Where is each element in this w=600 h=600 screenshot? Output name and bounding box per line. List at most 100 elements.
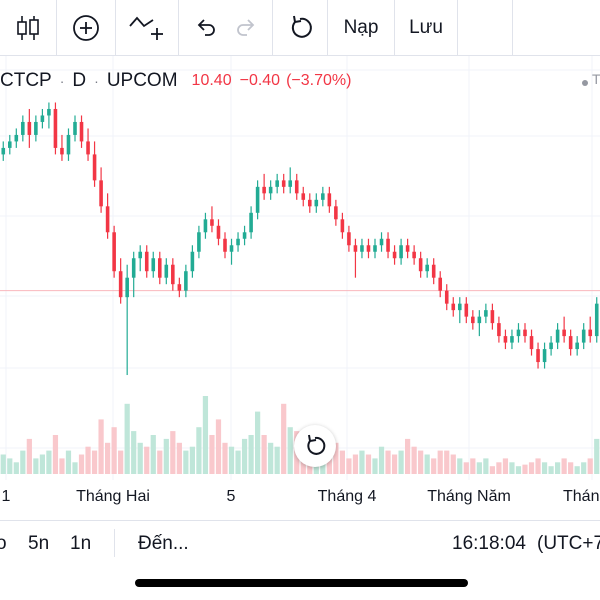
range-5y-button[interactable]: 5n bbox=[28, 533, 50, 554]
load-layout-button[interactable]: Nạp bbox=[328, 0, 394, 56]
candle-body bbox=[353, 245, 358, 252]
chart-pane[interactable] bbox=[0, 56, 600, 480]
candle-body bbox=[255, 186, 260, 213]
volume-bar bbox=[189, 446, 195, 474]
volume-bar bbox=[522, 464, 528, 474]
candle-body bbox=[47, 108, 51, 116]
volume-bar bbox=[587, 458, 593, 474]
market-status-dot bbox=[582, 80, 588, 86]
volume-bar bbox=[157, 450, 163, 474]
interval-label[interactable]: D bbox=[72, 70, 87, 91]
volume-bar bbox=[241, 438, 248, 474]
volume-bar bbox=[202, 396, 209, 474]
candle-body bbox=[516, 329, 521, 337]
redo-button[interactable] bbox=[226, 0, 266, 56]
reload-button[interactable] bbox=[273, 0, 327, 56]
candle-body bbox=[151, 258, 156, 272]
candle-body bbox=[14, 134, 19, 142]
candlestick-icon bbox=[17, 16, 39, 40]
volume-bar bbox=[385, 450, 391, 474]
candle-body bbox=[327, 193, 332, 207]
volume-bar bbox=[405, 438, 411, 474]
undo-button[interactable] bbox=[186, 0, 226, 56]
candle-body bbox=[379, 238, 384, 246]
bottom-toolbar: o 5n 1n Đến... 16:18:04 (UTC+7 bbox=[0, 520, 600, 564]
reset-chart-icon bbox=[307, 434, 326, 455]
candle-body bbox=[542, 349, 547, 363]
volume-bar bbox=[196, 427, 202, 474]
candle-body bbox=[144, 251, 149, 272]
volume-bar bbox=[170, 431, 176, 474]
volume-bar bbox=[20, 450, 26, 474]
reset-chart-button[interactable] bbox=[294, 425, 336, 467]
volume-bar bbox=[26, 438, 32, 474]
candle-body bbox=[581, 329, 586, 343]
symbol-name[interactable]: CTCP bbox=[0, 70, 52, 91]
volume-bar bbox=[450, 454, 456, 474]
volume-bar bbox=[372, 458, 378, 474]
candle-body bbox=[366, 245, 371, 252]
candle-body bbox=[21, 121, 25, 135]
price-chart[interactable] bbox=[0, 56, 600, 480]
volume-bar bbox=[437, 450, 443, 474]
candle-body bbox=[125, 277, 129, 298]
volume-bar bbox=[7, 458, 13, 474]
candle-body bbox=[268, 186, 273, 194]
candle-body bbox=[373, 245, 377, 252]
clock-time: 16:18:04 bbox=[452, 533, 526, 554]
range-1y-button[interactable]: 1n bbox=[70, 533, 92, 554]
add-button[interactable] bbox=[57, 0, 115, 56]
candle-body bbox=[594, 303, 599, 337]
volume-bar bbox=[287, 427, 293, 474]
last-price: 10.40 bbox=[191, 72, 232, 89]
candle-body bbox=[444, 290, 449, 304]
volume-bar bbox=[424, 454, 430, 474]
goto-date-button[interactable]: Đến... bbox=[138, 533, 189, 554]
candle-body bbox=[27, 121, 32, 135]
volume-bar bbox=[261, 435, 267, 474]
candle-body bbox=[549, 342, 553, 350]
save-layout-button[interactable]: Lưu bbox=[395, 0, 457, 56]
volume-bar bbox=[528, 462, 535, 474]
candle-body bbox=[249, 212, 253, 233]
candle-body bbox=[418, 258, 423, 272]
volume-bar bbox=[378, 446, 385, 474]
volume-bar bbox=[561, 458, 567, 474]
candle-body bbox=[457, 303, 462, 311]
candle-body bbox=[131, 258, 136, 278]
candle-body bbox=[164, 264, 169, 278]
volume-bar bbox=[111, 427, 117, 474]
candle-body bbox=[431, 264, 436, 278]
volume-bar bbox=[78, 454, 85, 474]
volume-bar bbox=[124, 403, 130, 474]
volume-bar bbox=[594, 438, 600, 474]
range-button-partial[interactable]: o bbox=[0, 533, 7, 554]
volume-bar bbox=[150, 435, 156, 474]
compare-button[interactable] bbox=[116, 0, 178, 56]
volume-bar bbox=[496, 462, 502, 474]
candle-body bbox=[497, 323, 501, 337]
candle-body bbox=[510, 336, 514, 343]
candle-body bbox=[34, 121, 38, 135]
candle-body bbox=[294, 180, 299, 194]
volume-bar bbox=[274, 446, 280, 474]
time-axis[interactable]: 1 Tháng Hai 5 Tháng 4 Tháng Năm Thán bbox=[0, 480, 600, 516]
volume-bar bbox=[248, 435, 254, 474]
candle-body bbox=[229, 245, 234, 252]
symbol-header: CTCP · D · UPCOM 10.40 −0.40 (−3.70%) bbox=[0, 70, 352, 91]
candle-body bbox=[412, 251, 416, 259]
candle-body bbox=[216, 225, 221, 239]
timezone-button[interactable]: (UTC+7 bbox=[537, 533, 600, 554]
volume-bar bbox=[105, 442, 111, 474]
volume-bar bbox=[568, 462, 574, 474]
volume-bar bbox=[444, 450, 450, 474]
candle-body bbox=[347, 232, 351, 246]
candle-body bbox=[53, 108, 58, 148]
indicators-button[interactable] bbox=[0, 0, 56, 56]
volume-bar bbox=[483, 458, 489, 474]
reload-icon bbox=[291, 15, 312, 38]
candle-body bbox=[471, 316, 475, 324]
candle-body bbox=[79, 121, 84, 142]
candle-body bbox=[575, 342, 579, 350]
exchange-label: UPCOM bbox=[106, 70, 178, 91]
